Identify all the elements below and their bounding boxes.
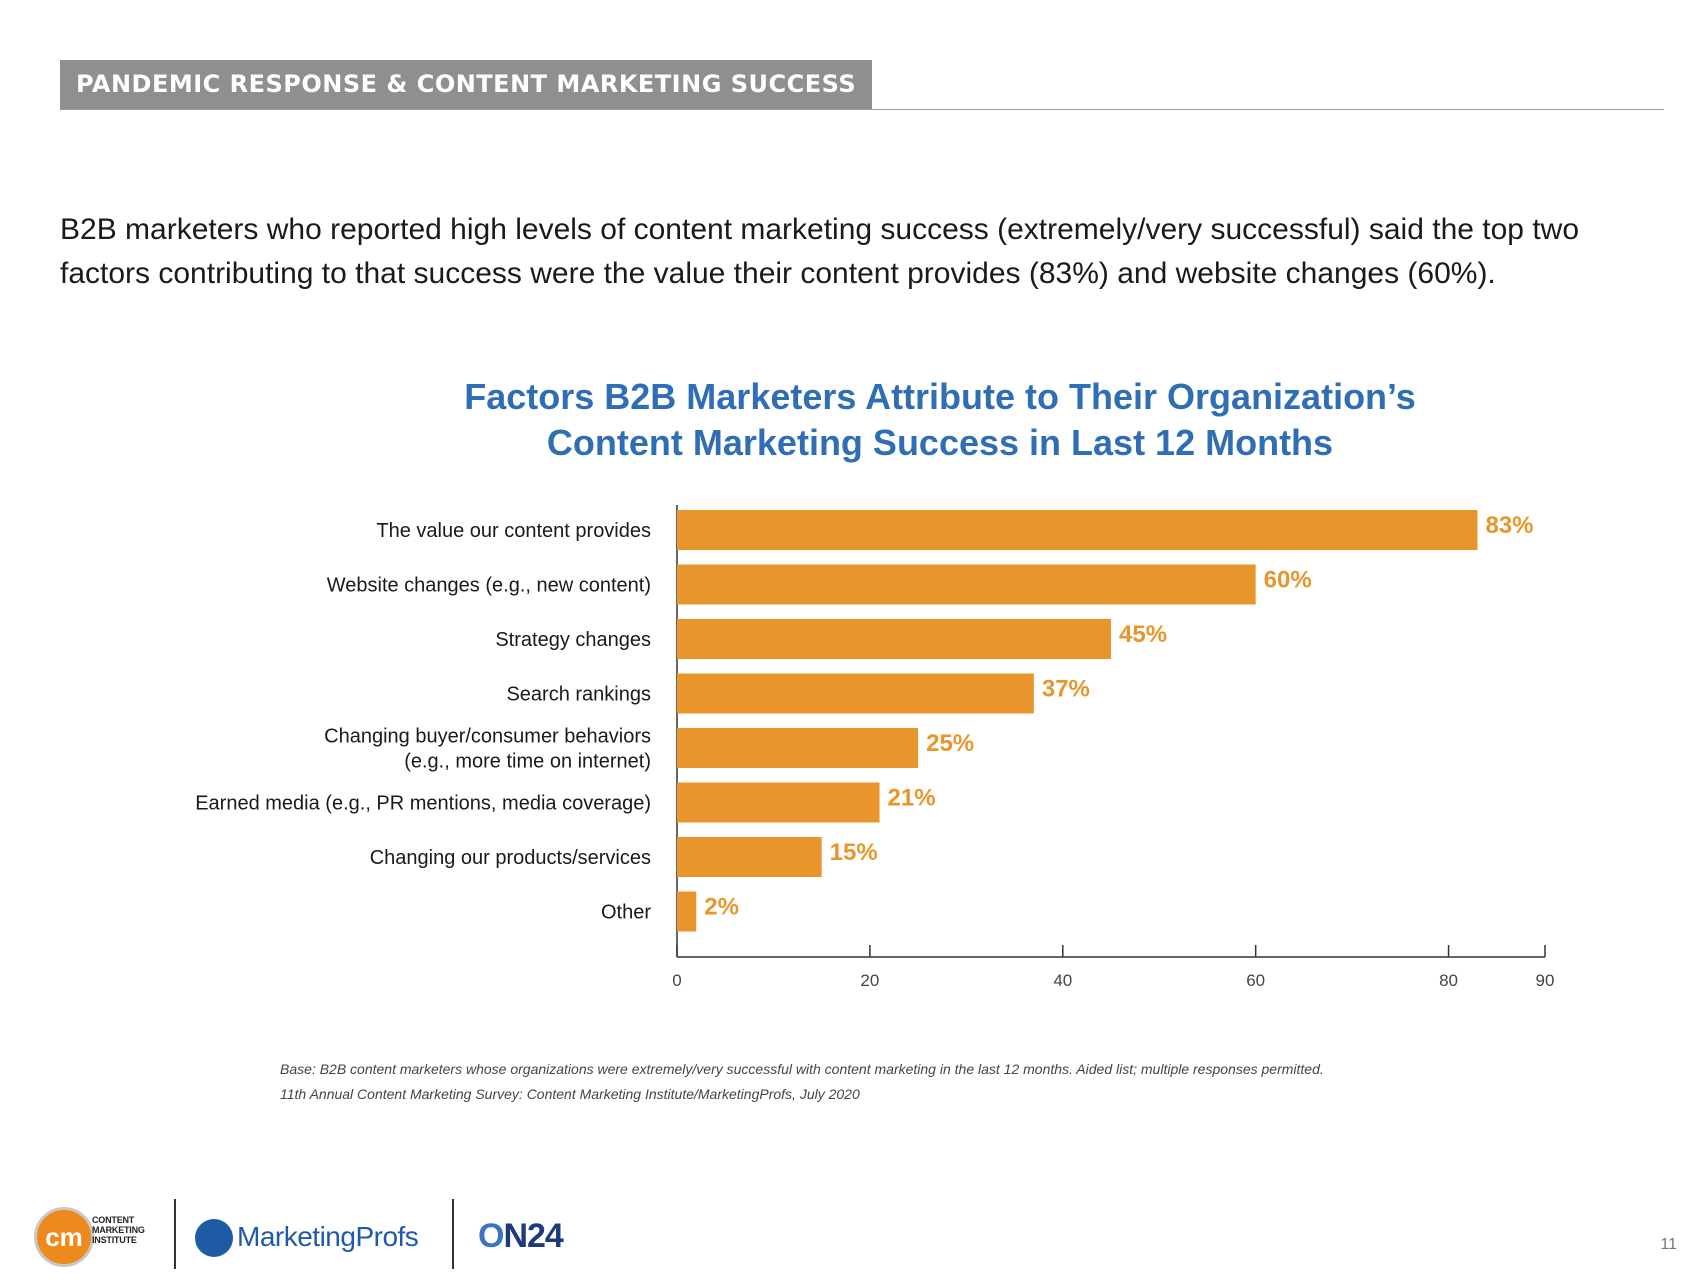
logo-bar: cm CONTENT MARKETING INSTITUTE Marketing… [30,1195,630,1270]
bar-value-label: 37% [1042,676,1090,703]
bar [677,891,697,932]
marketingprofs-logo-text: MarketingProfs [237,1221,419,1252]
bar [677,564,1256,605]
category-label: Changing buyer/consumer behaviors [324,726,651,748]
chart-title-line-2: Content Marketing Success in Last 12 Mon… [546,422,1334,463]
category-label: Other [601,902,651,924]
intro-paragraph: B2B marketers who reported high levels o… [60,208,1660,296]
bar-value-label: 2% [704,894,739,921]
bar [677,837,822,877]
chart-title: Factors B2B Marketers Attribute to Their… [400,374,1480,466]
on24-logo-text: N24 [503,1217,563,1255]
bar-value-label: 45% [1119,621,1167,648]
section-header: PANDEMIC RESPONSE & CONTENT MARKETING SU… [60,60,1664,110]
category-label: Strategy changes [495,629,651,651]
logo-divider [174,1199,176,1269]
cmi-logo-line-2: MARKETING [92,1225,145,1235]
section-label: PANDEMIC RESPONSE & CONTENT MARKETING SU… [60,60,873,109]
bar-value-label: 15% [830,839,878,866]
x-tick-label: 0 [672,971,681,990]
on24-logo: ON24 [478,1217,564,1256]
bar [677,510,1478,550]
cmi-logo-line-1: CONTENT [92,1215,135,1225]
page-number: 11 [1660,1236,1677,1253]
bar-value-label: 25% [926,730,974,757]
footnote-base: Base: B2B content marketers whose organi… [280,1061,1324,1077]
logo-divider [452,1199,454,1269]
bar [677,619,1111,659]
on24-logo-o: O [478,1217,504,1255]
x-tick-label: 20 [860,971,879,990]
bar-chart: 0 20 40 60 80 90 83% The value our content prov… [195,505,1555,990]
category-label: Changing our products/services [370,847,651,869]
chart-title-line-1: Factors B2B Marketers Attribute to Their… [464,376,1416,417]
footnote-source: 11th Annual Content Marketing Survey: Co… [280,1086,860,1102]
bar-value-label: 21% [888,785,936,812]
x-tick-label: 80 [1439,971,1458,990]
category-label: Website changes (e.g., new content) [327,575,651,597]
category-label: The value our content provides [376,520,651,542]
cmi-logo-text: CONTENT MARKETING INSTITUTE [92,1215,182,1245]
marketingprofs-logo-icon [195,1219,233,1257]
x-tick-label: 90 [1536,971,1555,990]
cmi-logo-line-3: INSTITUTE [92,1235,137,1245]
category-label: Search rankings [506,684,651,706]
bar-value-label: 60% [1264,567,1312,594]
cmi-logo-icon: cm [34,1207,94,1267]
bar [677,782,880,823]
bar [677,728,919,768]
bar-value-label: 83% [1485,512,1533,539]
bar [677,673,1034,714]
intro-line-1: B2B marketers who reported high levels o… [60,213,1579,246]
x-tick-label: 40 [1053,971,1072,990]
category-label: Earned media (e.g., PR mentions, media c… [195,793,651,815]
footnote: Base: B2B content marketers whose organi… [280,1057,1580,1107]
intro-line-2: factors contributing to that success wer… [60,257,1496,290]
x-tick-label: 60 [1246,971,1265,990]
category-label: (e.g., more time on internet) [404,751,651,773]
